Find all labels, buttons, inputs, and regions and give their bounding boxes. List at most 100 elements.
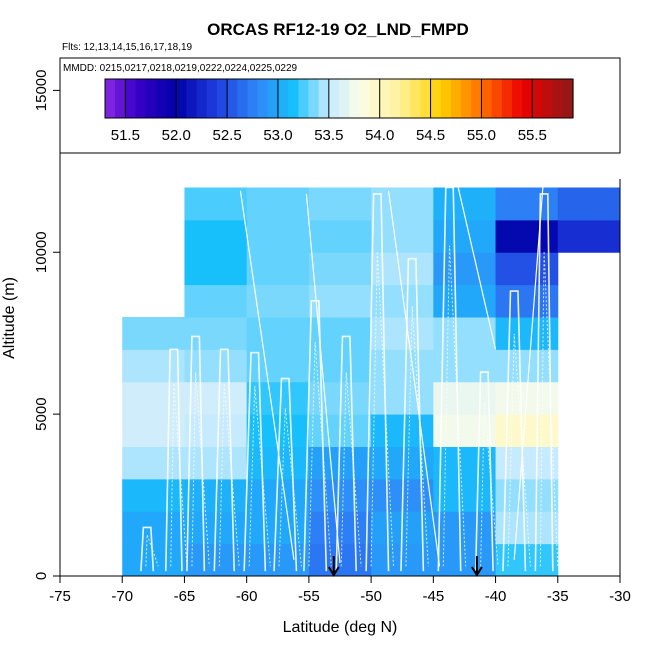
heat-cell-29 — [246, 252, 310, 286]
heat-cell-43 — [308, 187, 372, 221]
markers — [327, 556, 483, 577]
heat-cell-57 — [433, 511, 497, 545]
flight-profile — [365, 193, 390, 572]
x-tick-label: -60 — [236, 588, 258, 605]
heat-cell-56 — [433, 543, 497, 576]
colorbar-swatch — [125, 79, 137, 118]
colorbar-tick-label: 55.0 — [467, 127, 496, 144]
heat-cell-48 — [371, 414, 434, 447]
colorbar-tick-label: 52.5 — [212, 127, 241, 144]
colorbar-swatch — [389, 79, 401, 118]
flight-profile-dotted — [308, 342, 332, 567]
colorbar-swatch — [562, 79, 574, 118]
colorbar-swatch — [145, 79, 157, 118]
flight-profile-dotted — [340, 372, 362, 567]
colorbar-tick-label: 54.0 — [365, 127, 394, 144]
heat-cell-1 — [122, 511, 185, 545]
flight-profile-dotted — [248, 386, 271, 567]
colorbar-swatch — [277, 79, 289, 118]
heat-cell-54 — [371, 219, 434, 253]
colorbar-swatch — [511, 79, 523, 118]
heat-cell-50 — [371, 349, 434, 383]
heat-cell-27 — [246, 317, 310, 350]
heat-cell-69 — [495, 511, 559, 545]
y-tick-label: 15000 — [33, 70, 50, 112]
colorbar-swatch — [430, 79, 442, 118]
flight-profile-dotted — [480, 402, 499, 567]
colorbar-swatch — [491, 79, 503, 118]
flight-transit — [513, 187, 544, 560]
heat-cell-80 — [557, 219, 620, 253]
heat-cell-35 — [308, 446, 372, 480]
flight-profile — [186, 335, 206, 572]
heat-cell-12 — [184, 414, 248, 447]
colorbar-tick-label: 55.5 — [518, 127, 547, 144]
flight-profile — [140, 526, 155, 572]
flight-profile — [534, 193, 554, 572]
heat-cell-53 — [371, 252, 434, 286]
x-tick-label: -40 — [485, 588, 507, 605]
colorbar-tick-label: 53.5 — [314, 127, 343, 144]
heat-cell-7 — [122, 317, 185, 350]
x-tick-label: -55 — [298, 588, 320, 605]
heat-cell-25 — [246, 381, 310, 415]
colorbar-swatch — [115, 79, 126, 118]
colorbar-swatch — [471, 79, 483, 118]
heat-cell-21 — [246, 511, 310, 545]
flight-transit — [457, 187, 497, 350]
heat-cell-3 — [122, 446, 185, 480]
heat-cell-11 — [184, 446, 248, 480]
flight-profile-dotted — [405, 306, 429, 567]
heat-cell-76 — [495, 284, 559, 318]
flight-profile — [243, 351, 267, 572]
x-tick-label: -70 — [111, 588, 133, 605]
colorbar-swatch — [237, 79, 249, 118]
heat-cell-6 — [122, 349, 185, 383]
colorbar-swatch — [359, 79, 371, 118]
x-tick-label: -45 — [422, 588, 444, 605]
colorbar-swatch — [420, 79, 432, 118]
colorbar-swatch — [349, 79, 360, 118]
colorbar-swatch — [288, 79, 299, 118]
colorbar-tick-label: 53.0 — [263, 127, 292, 144]
heat-cell-47 — [371, 446, 434, 480]
flight-profile — [213, 348, 236, 572]
chart-title: ORCAS RF12-19 O2_LND_FMPD — [207, 20, 469, 39]
colorbar-swatch — [308, 79, 320, 118]
flight-profile — [437, 186, 462, 572]
flight-transit — [239, 190, 295, 560]
colorbar-swatch — [105, 79, 116, 118]
colorbar-swatch — [257, 79, 269, 118]
heat-cell-49 — [371, 381, 434, 415]
colorbar-swatch — [227, 79, 238, 118]
heat-cell-18 — [184, 219, 248, 253]
heat-cell-74 — [495, 349, 559, 383]
colorbar-swatch — [440, 79, 452, 118]
colorbar-swatch — [196, 79, 208, 118]
heat-cell-4 — [122, 414, 185, 447]
colorbar-swatch — [461, 79, 472, 118]
heat-cell-68 — [495, 543, 559, 576]
flight-profile-dotted — [145, 534, 159, 567]
frame-gap — [616, 153, 624, 179]
heat-cell-2 — [122, 478, 185, 512]
colorbar-swatch — [135, 79, 147, 118]
colorbar-swatch — [216, 79, 228, 118]
heat-cell-72 — [495, 414, 559, 447]
flight-profile-dotted — [442, 245, 467, 567]
colorbar: 51.5 52.0 52.5 53.0 53.5 54.0 54.5 55.0 55.5 — [104, 78, 574, 144]
x-tick-label: -30 — [609, 588, 631, 605]
heat-cell-19 — [184, 187, 248, 221]
colorbar-swatch — [206, 79, 218, 118]
heat-cell-8 — [184, 543, 248, 576]
heat-cell-41 — [308, 252, 372, 286]
heat-cell-17 — [184, 252, 248, 286]
flight-profile-dotted — [218, 383, 240, 567]
x-tick-label: -75 — [49, 588, 71, 605]
colorbar-swatch — [542, 79, 554, 118]
flight-tracks — [140, 186, 559, 572]
flight-transit — [305, 193, 341, 564]
x-tick-label: -50 — [360, 588, 382, 605]
heat-cell-58 — [433, 478, 497, 512]
